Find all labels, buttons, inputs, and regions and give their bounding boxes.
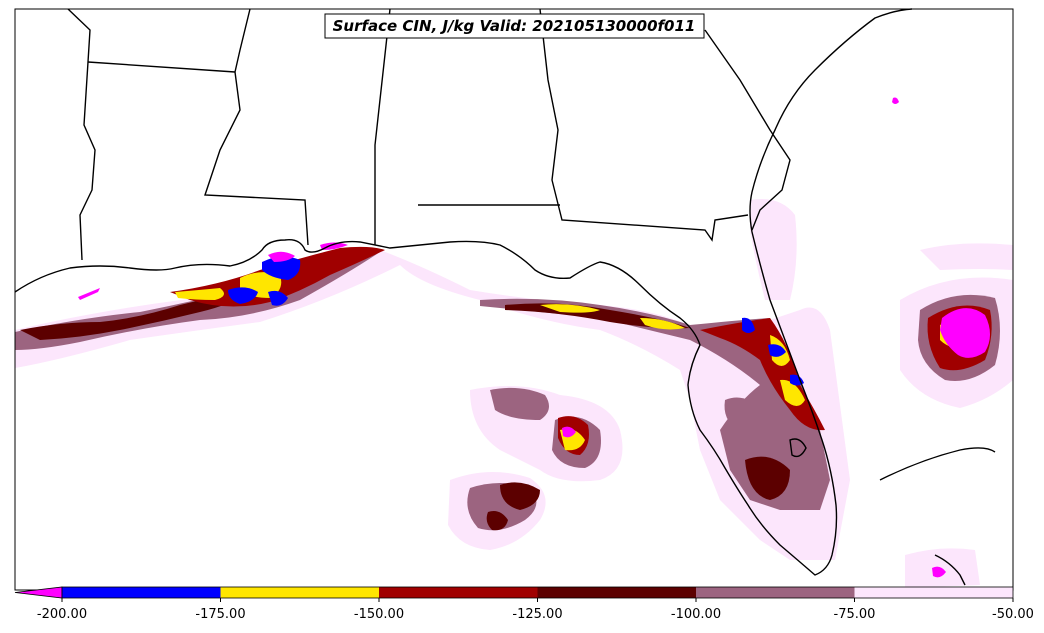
texas-louisiana-border — [67, 8, 96, 261]
atlantic-north-magenta-dot — [892, 97, 899, 104]
colorbar: -200.00 -175.00 -150.00 -125.00 -100.00 -75.0… — [14, 586, 1034, 622]
louisiana-blue-patch-1 — [262, 256, 301, 280]
colorbar-bin-3 — [537, 587, 696, 598]
gulf-mauve-patch-1 — [490, 387, 549, 420]
florida-darkred-patch — [745, 456, 790, 500]
mississippi-louisiana-border — [204, 8, 309, 246]
mississippi-magenta-patch — [320, 242, 348, 250]
florida-blue-patch-1 — [742, 317, 755, 333]
florida-yellow-patch-2 — [780, 379, 805, 406]
florida-mauve-band — [480, 298, 830, 510]
florida-blue-patch-2 — [768, 344, 786, 357]
colorbar-tick-label-2: -150.00 — [354, 607, 404, 622]
map-title: Surface CIN, J/kg Valid: 202105130000f01… — [333, 17, 696, 35]
colorbar-bin-5 — [854, 587, 1013, 598]
cin-blue-areas — [228, 256, 804, 386]
atlantic-magenta-patch — [940, 308, 990, 358]
louisiana-blue-patch-3 — [268, 290, 288, 306]
colorbar-tick-label-1: -175.00 — [195, 607, 245, 622]
bahamas-outline-1 — [879, 447, 996, 481]
atlantic-north-pink-region — [920, 243, 1013, 270]
colorbar-bin-4 — [696, 587, 855, 598]
cin-fill-layer — [15, 97, 1013, 588]
lake-okeechobee — [789, 438, 807, 458]
gulf-magenta-patch — [562, 426, 576, 438]
bahamas-outline-2 — [934, 554, 966, 586]
bahamas-magenta-patch — [932, 566, 946, 578]
colorbar-tick-label-3: -125.00 — [512, 607, 562, 622]
colorbar-bin-2 — [379, 587, 538, 598]
bahamas-pink-region — [905, 548, 980, 588]
geography-lines — [14, 8, 996, 586]
coastal-yellow-patch-1 — [175, 288, 224, 300]
gulf-and-atlantic-coastline — [14, 8, 913, 576]
colorbar-tick-label-5: -75.00 — [834, 607, 876, 622]
colorbar-tick-label-0: -200.00 — [37, 607, 87, 622]
title-box: Surface CIN, J/kg Valid: 202105130000f01… — [324, 13, 705, 39]
gulf-magenta-streak — [78, 288, 100, 300]
colorbar-tick-label-6: -50.00 — [992, 607, 1034, 622]
florida-inland-mauve-patch — [724, 397, 760, 430]
louisiana-blue-patch-2 — [228, 287, 258, 304]
colorbar-bin-0 — [62, 587, 221, 598]
cin-magenta-areas — [78, 97, 990, 578]
gulf-coast-darkred-band — [20, 292, 250, 340]
colorbar-bin-1 — [220, 587, 379, 598]
gulf-darkred-patch-2 — [486, 511, 508, 531]
title-background — [324, 13, 705, 39]
alabama-georgia-florida-border — [539, 8, 749, 242]
colorbar-tick-label-4: -100.00 — [671, 607, 721, 622]
florida-east-pink-region — [750, 199, 797, 300]
gulf-darkred-patch — [500, 482, 540, 510]
mississippi-alabama-border — [374, 8, 391, 245]
bigbend-yellow-strip — [640, 318, 685, 330]
georgia-coast-line — [704, 29, 791, 231]
panhandle-yellow-strip — [540, 304, 600, 313]
louisiana-magenta-patch — [268, 251, 295, 262]
arkansas-louisiana-border — [87, 61, 236, 73]
